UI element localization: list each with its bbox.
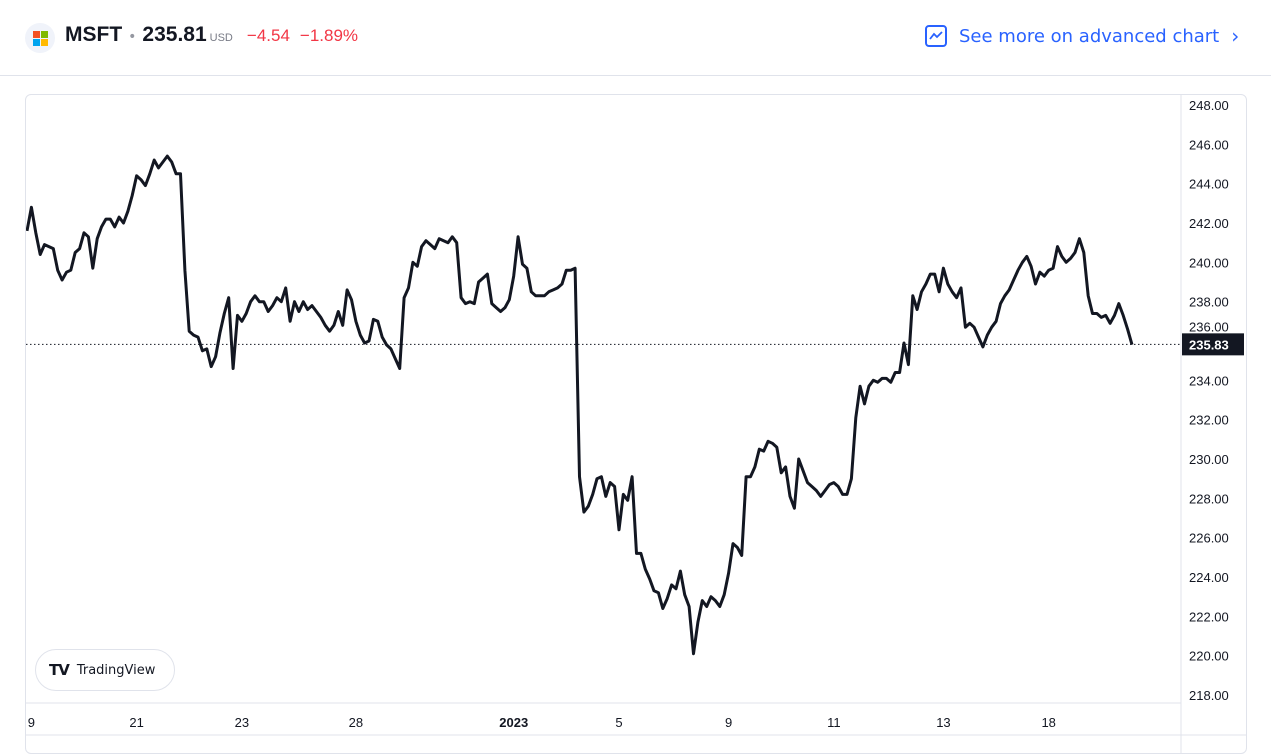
price-chart[interactable]: 248.00 246.00 244.00 242.00 240.00 238.00 236.… <box>25 94 1247 754</box>
x-tick-label: 18 <box>1041 715 1055 730</box>
advanced-chart-label: See more on advanced chart <box>959 25 1220 47</box>
last-price: 235.81 <box>142 23 207 46</box>
currency: USD <box>209 32 233 44</box>
x-tick-label: 21 <box>129 715 143 730</box>
tradingview-badge[interactable]: TV TradingView <box>35 649 175 691</box>
y-tick-label: 242.00 <box>1189 216 1229 231</box>
price-change: −4.54 <box>246 26 290 45</box>
chart-canvas[interactable]: 248.00 246.00 244.00 242.00 240.00 238.00 236.… <box>26 95 1247 754</box>
y-tick-label: 228.00 <box>1189 491 1229 506</box>
y-tick-label: 248.00 <box>1189 98 1229 113</box>
y-tick-label: 240.00 <box>1189 255 1229 270</box>
x-tick-label: 2023 <box>499 715 528 730</box>
last-price-badge <box>1182 333 1244 356</box>
price-change-percent: −1.89% <box>299 26 359 45</box>
x-tick-label: 5 <box>615 715 622 730</box>
y-tick-label: 224.00 <box>1189 570 1229 585</box>
x-tick-label: 9 <box>28 715 35 730</box>
y-tick-label: 236.00 <box>1189 319 1229 334</box>
y-tick-label: 222.00 <box>1189 609 1229 624</box>
last-price-label: 235.83 <box>1189 337 1229 352</box>
y-tick-label: 246.00 <box>1189 137 1229 152</box>
y-tick-label: 230.00 <box>1189 452 1229 467</box>
x-tick-label: 23 <box>235 715 249 730</box>
x-tick-label: 9 <box>725 715 732 730</box>
price-line <box>26 154 1134 656</box>
x-tick-label: 11 <box>827 715 841 730</box>
y-tick-label: 238.00 <box>1189 295 1229 310</box>
x-tick-label: 13 <box>936 715 950 730</box>
tradingview-label: TradingView <box>76 662 156 678</box>
tradingview-logo-icon: TV <box>49 661 70 679</box>
y-tick-label: 218.00 <box>1189 688 1229 703</box>
separator-dot: • <box>128 29 137 45</box>
chart-line-icon <box>925 25 947 47</box>
symbol-name[interactable]: MSFT <box>65 23 123 46</box>
advanced-chart-link[interactable]: See more on advanced chart › <box>925 24 1239 48</box>
x-tick-label: 28 <box>349 715 363 730</box>
symbol-header: MSFT • 235.81 USD −4.54 −1.89% See more … <box>0 0 1271 76</box>
y-tick-label: 244.00 <box>1189 177 1229 192</box>
chevron-right-icon: › <box>1231 24 1240 48</box>
y-tick-label: 226.00 <box>1189 531 1229 546</box>
y-tick-label: 234.00 <box>1189 373 1229 388</box>
y-tick-label: 232.00 <box>1189 413 1229 428</box>
microsoft-logo-icon <box>25 23 55 53</box>
quote-summary: MSFT • 235.81 USD −4.54 −1.89% <box>25 23 358 53</box>
y-tick-label: 220.00 <box>1189 649 1229 664</box>
